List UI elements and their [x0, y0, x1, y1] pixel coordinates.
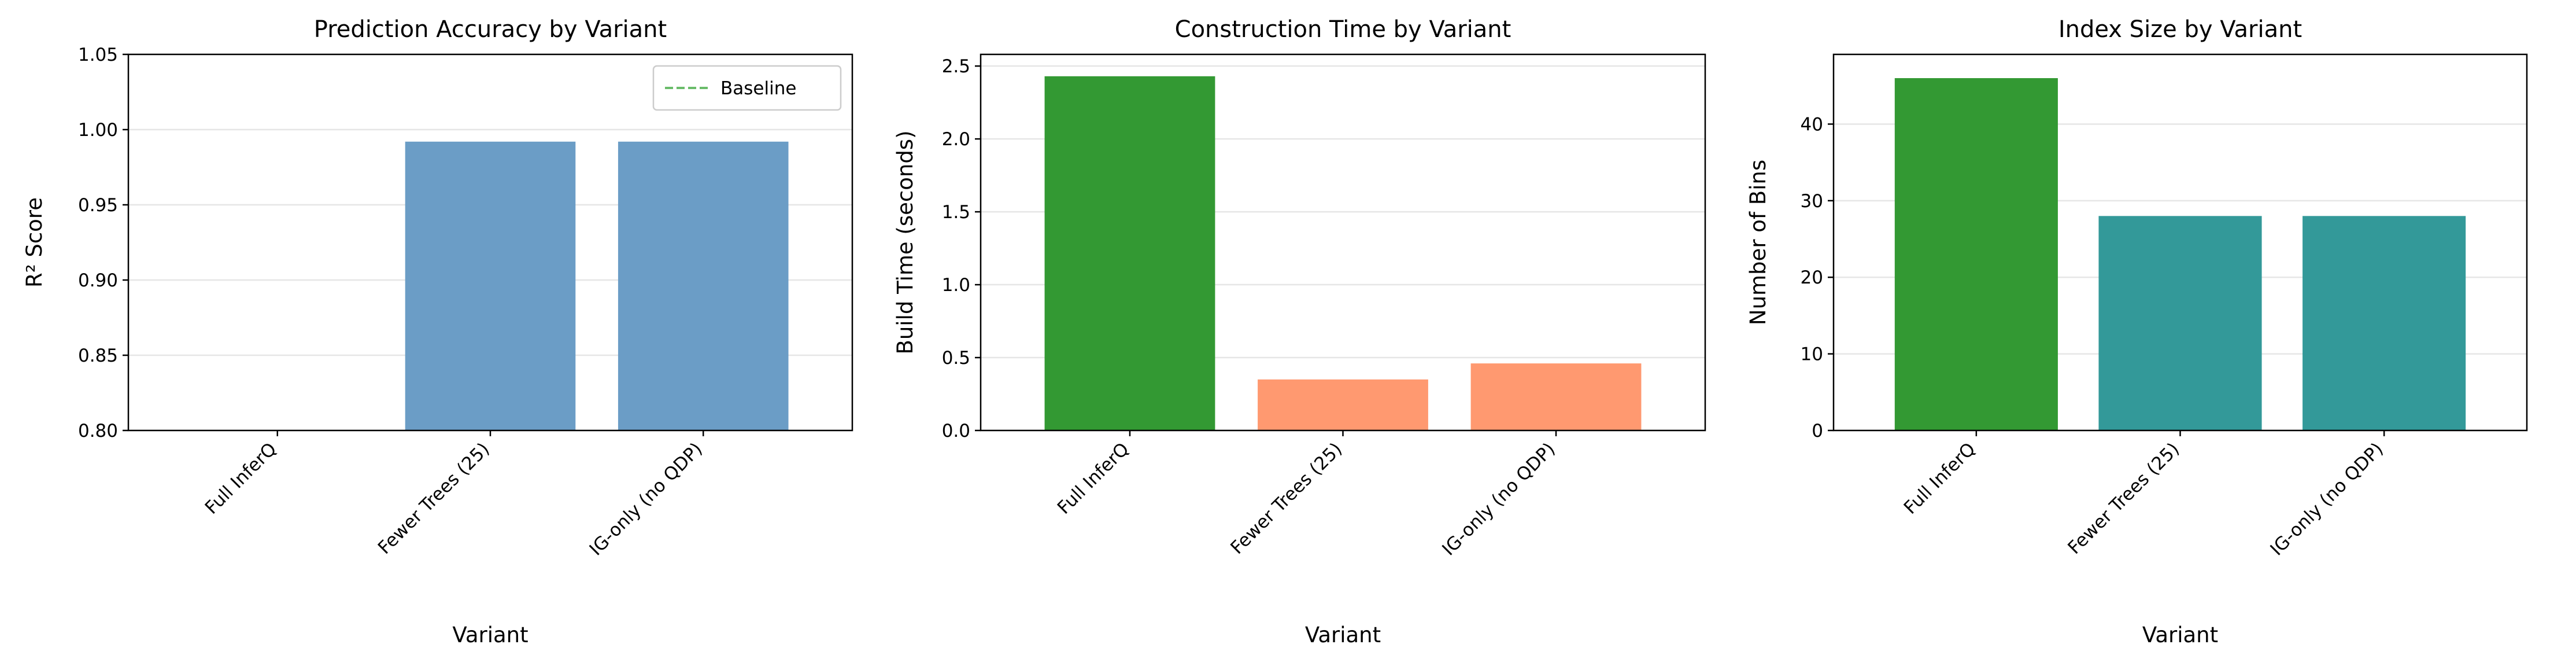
- y-tick-label: 0.80: [78, 421, 118, 441]
- chart-title: Index Size by Variant: [2058, 16, 2302, 43]
- axes-frame: [1832, 53, 2528, 432]
- bar: [1258, 379, 1428, 430]
- y-tick-label: 0.90: [78, 270, 118, 291]
- chart-title: Construction Time by Variant: [1175, 16, 1511, 43]
- y-tick-label: 30: [1801, 191, 1823, 212]
- y-tick-label: 0.5: [942, 348, 970, 369]
- chart-title: Prediction Accuracy by Variant: [314, 16, 667, 43]
- y-tick-label: 40: [1801, 114, 1823, 135]
- y-tick-label: 0: [1812, 421, 1823, 441]
- bar: [2098, 216, 2262, 430]
- axes-frame: [127, 53, 853, 432]
- bar: [618, 141, 789, 431]
- bar: [2302, 216, 2466, 430]
- y-tick-label: 10: [1801, 344, 1823, 365]
- bar: [1470, 363, 1642, 430]
- legend-box: [652, 65, 842, 111]
- y-tick-label: 1.5: [942, 202, 970, 223]
- y-axis-label: Number of Bins: [1746, 160, 1771, 325]
- y-tick-label: 1.00: [78, 120, 118, 141]
- y-tick-label: 2.5: [942, 56, 970, 77]
- y-tick-label: 1.0: [942, 275, 970, 296]
- y-tick-label: 0.95: [78, 195, 118, 216]
- axes-frame: [980, 53, 1706, 432]
- x-axis-label: Variant: [1305, 623, 1381, 647]
- bar: [405, 141, 576, 431]
- y-axis-label: Build Time (seconds): [893, 130, 918, 354]
- y-tick-label: 1.05: [78, 45, 118, 65]
- x-axis-label: Variant: [2142, 623, 2218, 647]
- bar: [1044, 76, 1215, 430]
- y-axis-label: R² Score: [22, 197, 47, 288]
- y-tick-label: 0.85: [78, 345, 118, 366]
- x-axis-label: Variant: [452, 623, 528, 647]
- y-tick-label: 2.0: [942, 129, 970, 150]
- legend-label: Baseline: [720, 78, 796, 99]
- y-tick-label: 20: [1801, 267, 1823, 288]
- bar: [1894, 78, 2058, 430]
- y-tick-label: 0.0: [942, 421, 970, 441]
